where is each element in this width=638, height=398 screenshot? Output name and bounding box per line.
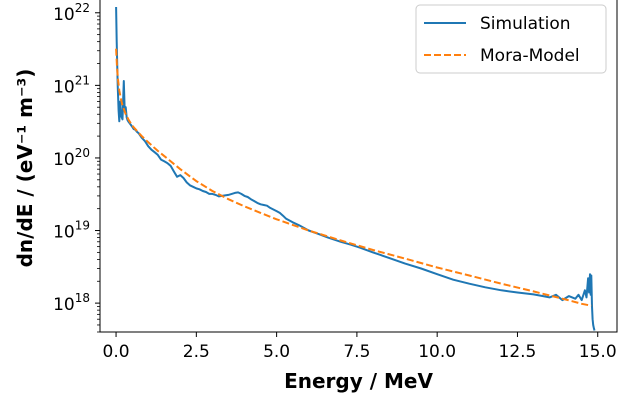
y-tick-label: 1019 bbox=[53, 219, 90, 243]
y-axis: 1018 1019 1020 1021 1022 bbox=[53, 1, 100, 333]
y-axis-label: dn/dE / (eV⁻¹ m⁻³) bbox=[13, 69, 37, 268]
legend-label: Mora-Model bbox=[480, 46, 580, 66]
x-axis-label: Energy / MeV bbox=[284, 369, 433, 393]
x-tick-label: 7.5 bbox=[343, 342, 370, 362]
x-tick-label: 5.0 bbox=[263, 342, 290, 362]
x-axis: 0.0 2.5 5.0 7.5 10.0 12.5 15.0 bbox=[103, 332, 617, 362]
x-tick-label: 10.0 bbox=[418, 342, 456, 362]
x-tick-label: 2.5 bbox=[183, 342, 210, 362]
y-tick-label: 1018 bbox=[53, 291, 90, 315]
x-tick-label: 15.0 bbox=[579, 342, 617, 362]
series-line-mora-model bbox=[115, 48, 592, 307]
series-layer bbox=[115, 6, 596, 331]
y-tick-label: 1021 bbox=[53, 73, 90, 97]
legend: Simulation Mora-Model bbox=[415, 4, 607, 74]
y-tick-label: 1022 bbox=[53, 1, 90, 25]
plot-frame bbox=[99, 0, 618, 333]
x-tick-label: 12.5 bbox=[499, 342, 537, 362]
x-tick-label: 0.0 bbox=[103, 342, 130, 362]
y-tick-label: 1020 bbox=[53, 146, 90, 170]
legend-label: Simulation bbox=[480, 14, 571, 34]
